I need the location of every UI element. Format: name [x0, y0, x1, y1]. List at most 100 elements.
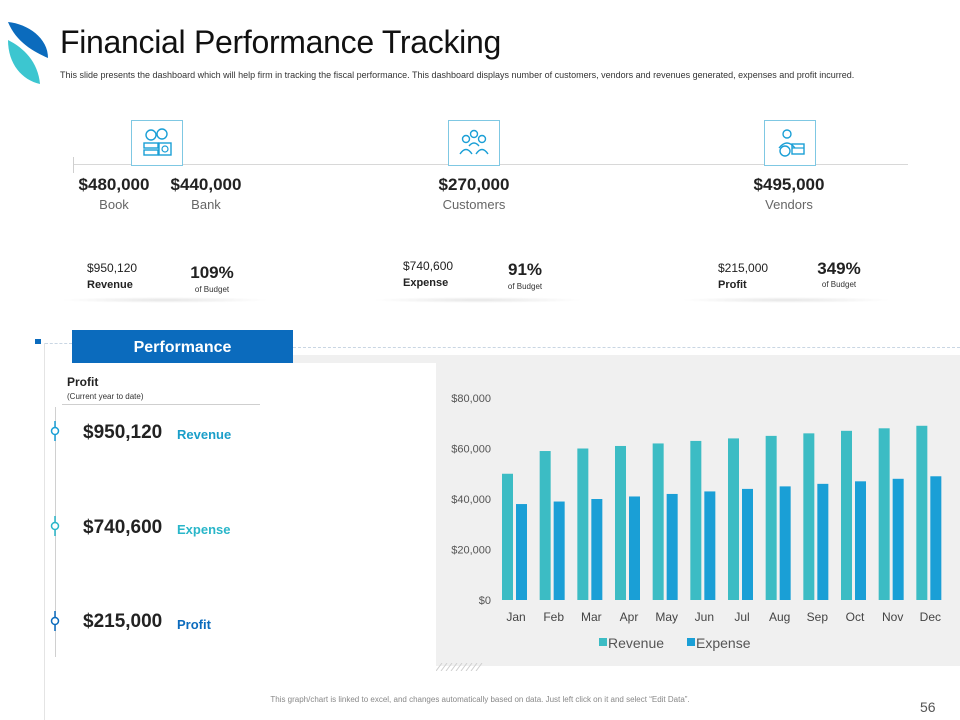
- x-tick-label: Feb: [543, 610, 564, 624]
- revenue-legend-label: Revenue: [608, 635, 664, 651]
- vendors-value: $495,000: [753, 175, 825, 194]
- x-tick-label: Nov: [882, 610, 903, 624]
- revenue-bar: [577, 448, 589, 600]
- revenue-bar: [803, 433, 815, 600]
- profit-panel: [55, 363, 435, 666]
- expense-bar: [591, 499, 603, 600]
- section-marker: [35, 339, 41, 344]
- profit-budget-label: Profit: [718, 279, 747, 291]
- x-tick-label: Oct: [846, 610, 865, 624]
- x-tick-label: Jul: [734, 610, 749, 624]
- vendor-icon: [778, 129, 805, 157]
- page-subtitle: This slide presents the dashboard which …: [60, 70, 855, 80]
- money-icon-box: [131, 120, 183, 166]
- vendors-icon-box: [764, 120, 816, 166]
- section-dash-left: [45, 343, 72, 344]
- expense-bar: [855, 481, 866, 600]
- expense-metric-label: Expense: [177, 522, 231, 537]
- revenue-budget-value: $950,120: [87, 261, 138, 275]
- y-tick-label: $40,000: [451, 494, 491, 506]
- expense-legend-label: Expense: [696, 635, 751, 651]
- performance-tab[interactable]: Performance: [72, 330, 293, 365]
- profit-panel-underline: [62, 404, 260, 405]
- timeline-node-icon: [50, 516, 60, 536]
- x-tick-label: Dec: [920, 610, 941, 624]
- revenue-bar: [652, 443, 664, 600]
- x-tick-label: May: [655, 610, 678, 624]
- chart-hatch-decoration: [436, 663, 483, 671]
- expense-legend-swatch: [687, 638, 695, 646]
- customers-label: Customers: [442, 197, 506, 212]
- revenue-budget-pct-label: of Budget: [194, 285, 230, 294]
- expense-bar: [553, 501, 565, 600]
- book-value: $480,000: [78, 175, 150, 194]
- revenue-bar: [916, 425, 928, 600]
- revenue-expense-chart[interactable]: $0 $20,000 $40,000 $60,000 $80,000 Jan Feb Mar A…: [436, 363, 960, 666]
- customers-group-icon: [459, 129, 489, 155]
- revenue-legend-swatch: [599, 638, 607, 646]
- revenue-metric-value: $950,120: [83, 422, 163, 443]
- y-tick-label: $0: [479, 595, 491, 607]
- book-label: Book: [99, 197, 129, 212]
- revenue-bar: [765, 435, 777, 600]
- revenue-bar: [878, 428, 890, 600]
- revenue-budget-label: Revenue: [87, 279, 133, 291]
- money-stack-icon: [143, 128, 172, 156]
- expense-budget-pct-label: of Budget: [507, 282, 543, 291]
- expense-bar: [817, 483, 829, 600]
- x-tick-label: Sep: [807, 610, 829, 624]
- page-title: Financial Performance Tracking: [60, 24, 501, 60]
- x-tick-label: Mar: [581, 610, 602, 624]
- expense-bar: [629, 496, 640, 600]
- y-tick-label: $60,000: [451, 444, 491, 456]
- revenue-bar: [841, 430, 852, 600]
- section-dash-right: [293, 347, 960, 348]
- revenue-bar: [690, 440, 702, 600]
- y-tick-label: $80,000: [451, 393, 491, 405]
- profit-shadow: [680, 297, 892, 303]
- revenue-bar: [615, 445, 626, 600]
- revenue-bar: [728, 438, 739, 600]
- y-tick-label: $20,000: [451, 545, 491, 557]
- expense-metric-value: $740,600: [83, 517, 163, 538]
- vendors-label: Vendors: [765, 197, 813, 212]
- expense-budget-label: Expense: [403, 277, 449, 289]
- x-tick-label: Jan: [506, 610, 525, 624]
- kpi-divider-tick: [73, 157, 74, 173]
- left-guide-line: [44, 343, 45, 720]
- x-tick-label: Jun: [695, 610, 714, 624]
- expense-budget-pct: 91%: [507, 260, 543, 279]
- expense-bar: [666, 493, 678, 600]
- bank-label: Bank: [191, 197, 221, 212]
- profit-panel-title: Profit: [67, 375, 99, 389]
- page-number: 56: [920, 699, 936, 715]
- customers-value: $270,000: [438, 175, 510, 194]
- profit-metric-label: Profit: [177, 617, 211, 632]
- timeline-node-icon: [50, 611, 60, 631]
- profit-metric-value: $215,000: [83, 611, 163, 632]
- expense-shadow: [372, 297, 584, 303]
- bank-value: $440,000: [170, 175, 242, 194]
- profit-budget-pct-label: of Budget: [821, 280, 857, 289]
- expense-bar: [704, 491, 716, 600]
- expense-budget-value: $740,600: [403, 259, 454, 273]
- expense-bar: [892, 478, 904, 600]
- expense-bar: [779, 486, 791, 600]
- x-tick-label: Apr: [620, 610, 639, 624]
- expense-bar: [930, 476, 942, 600]
- brand-logo: [8, 22, 48, 84]
- profit-panel-subtitle: (Current year to date): [67, 392, 144, 401]
- expense-bar: [742, 488, 753, 600]
- revenue-shadow: [60, 297, 270, 303]
- profit-budget-pct: 349%: [817, 259, 861, 278]
- timeline-node-icon: [50, 421, 60, 441]
- revenue-budget-pct: 109%: [190, 263, 234, 282]
- section-band: [293, 355, 960, 363]
- expense-bar: [516, 504, 527, 600]
- revenue-bar: [539, 451, 551, 600]
- revenue-metric-label: Revenue: [177, 427, 232, 442]
- footer-note: This graph/chart is linked to excel, and…: [270, 695, 690, 704]
- profit-budget-value: $215,000: [718, 261, 769, 275]
- x-tick-label: Aug: [769, 610, 790, 624]
- customers-icon-box: [448, 120, 500, 166]
